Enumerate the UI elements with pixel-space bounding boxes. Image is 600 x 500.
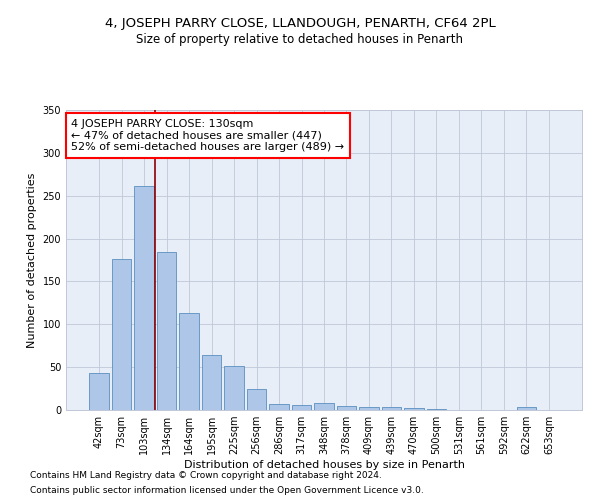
Bar bbox=[179, 313, 199, 410]
Text: Size of property relative to detached houses in Penarth: Size of property relative to detached ho… bbox=[137, 32, 464, 46]
Bar bbox=[517, 408, 536, 410]
Bar bbox=[247, 388, 266, 410]
Bar bbox=[314, 403, 334, 410]
Text: 4, JOSEPH PARRY CLOSE, LLANDOUGH, PENARTH, CF64 2PL: 4, JOSEPH PARRY CLOSE, LLANDOUGH, PENART… bbox=[104, 18, 496, 30]
Text: Contains HM Land Registry data © Crown copyright and database right 2024.: Contains HM Land Registry data © Crown c… bbox=[30, 471, 382, 480]
Bar bbox=[404, 408, 424, 410]
Bar bbox=[202, 355, 221, 410]
Bar bbox=[269, 404, 289, 410]
Text: Contains public sector information licensed under the Open Government Licence v3: Contains public sector information licen… bbox=[30, 486, 424, 495]
Bar bbox=[134, 186, 154, 410]
Bar bbox=[157, 252, 176, 410]
Bar bbox=[337, 406, 356, 410]
Bar bbox=[359, 406, 379, 410]
X-axis label: Distribution of detached houses by size in Penarth: Distribution of detached houses by size … bbox=[184, 460, 464, 470]
Bar bbox=[112, 259, 131, 410]
Y-axis label: Number of detached properties: Number of detached properties bbox=[27, 172, 37, 348]
Bar bbox=[292, 405, 311, 410]
Bar bbox=[427, 409, 446, 410]
Bar bbox=[382, 408, 401, 410]
Bar bbox=[224, 366, 244, 410]
Text: 4 JOSEPH PARRY CLOSE: 130sqm
← 47% of detached houses are smaller (447)
52% of s: 4 JOSEPH PARRY CLOSE: 130sqm ← 47% of de… bbox=[71, 119, 344, 152]
Bar bbox=[89, 373, 109, 410]
